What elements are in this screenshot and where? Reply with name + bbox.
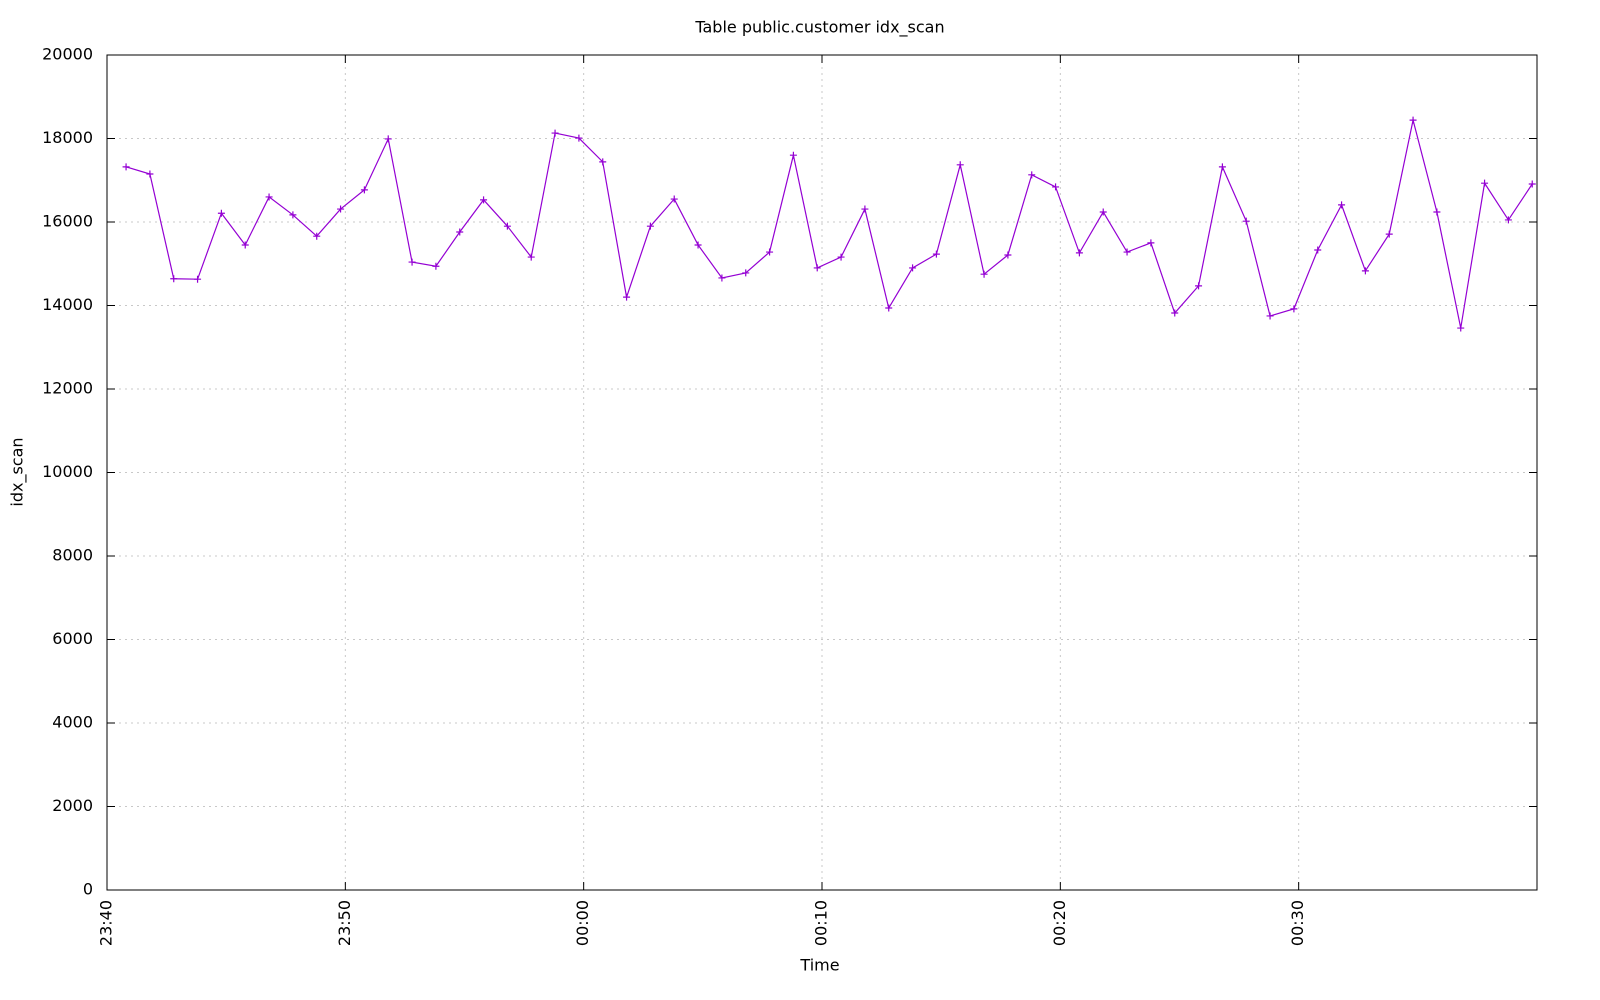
data-point [527,253,535,261]
data-point [241,241,249,249]
data-point [694,241,702,249]
x-tick-label: 00:20 [1050,900,1069,946]
data-point [1457,324,1465,332]
data-point [1052,183,1060,191]
x-tick-label: 00:00 [573,900,592,946]
data-point [408,258,416,266]
data-point [1290,305,1298,313]
y-tick-label: 12000 [42,379,93,398]
data-point [1481,179,1489,187]
data-point [1361,267,1369,275]
data-point [313,232,321,240]
y-tick-label: 20000 [42,45,93,64]
data-point [646,222,654,230]
data-point [1242,217,1250,225]
data-point [599,158,607,166]
plot-frame [106,54,1538,891]
data-point [718,274,726,282]
data-point [384,135,392,143]
data-point [909,264,917,272]
data-point [1099,208,1107,216]
data-point [432,262,440,270]
y-tick-label: 14000 [42,295,93,314]
data-point [1266,312,1274,320]
data-point [1028,171,1036,179]
data-point [1123,248,1131,256]
data-point [337,205,345,213]
data-point [1147,239,1155,247]
y-tick-label: 2000 [52,796,93,815]
data-point [1314,246,1322,254]
data-point [766,248,774,256]
data-point [360,186,368,194]
y-tick-label: 18000 [42,128,93,147]
chart-title: Table public.customer idx_scan [694,18,944,38]
data-point [1218,163,1226,171]
y-tick-label: 4000 [52,713,93,732]
data-point [932,250,940,258]
data-point [789,151,797,159]
data-point [217,209,225,217]
x-tick-label: 00:10 [812,900,831,946]
data-point [980,270,988,278]
data-point [1433,208,1441,216]
data-point [742,269,750,277]
data-point [837,253,845,261]
data-point [456,228,464,236]
x-tick-label: 00:30 [1288,900,1307,946]
data-point [122,163,130,171]
x-tick-label: 23:40 [97,900,116,946]
data-point [480,196,488,204]
data-point [956,161,964,169]
y-tick-label: 0 [83,880,93,899]
y-axis-label: idx_scan [8,437,28,506]
data-point [265,193,273,201]
data-point [146,170,154,178]
series-line [125,119,1533,329]
x-axis-label: Time [799,956,839,975]
plot-area [122,116,1536,332]
data-point [670,195,678,203]
y-tick-label: 6000 [52,629,93,648]
data-point [885,304,893,312]
data-point [1338,201,1346,209]
data-point [1528,180,1536,188]
y-tick-label: 10000 [42,462,93,481]
data-point [1504,216,1512,224]
grid [106,54,1537,891]
data-point [861,205,869,213]
data-point [1409,116,1417,124]
y-tick-label: 8000 [52,546,93,565]
data-point [170,275,178,283]
data-point [575,134,583,142]
data-point [813,264,821,272]
data-point [1004,251,1012,259]
data-point [1171,309,1179,317]
data-point [551,129,559,137]
data-point [289,211,297,219]
data-point [194,275,202,283]
data-point [1195,282,1203,290]
data-point [1385,230,1393,238]
data-point [1075,249,1083,257]
data-point [623,293,631,301]
data-point [503,222,511,230]
y-tick-label: 16000 [42,212,93,231]
x-tick-label: 23:50 [335,900,354,946]
